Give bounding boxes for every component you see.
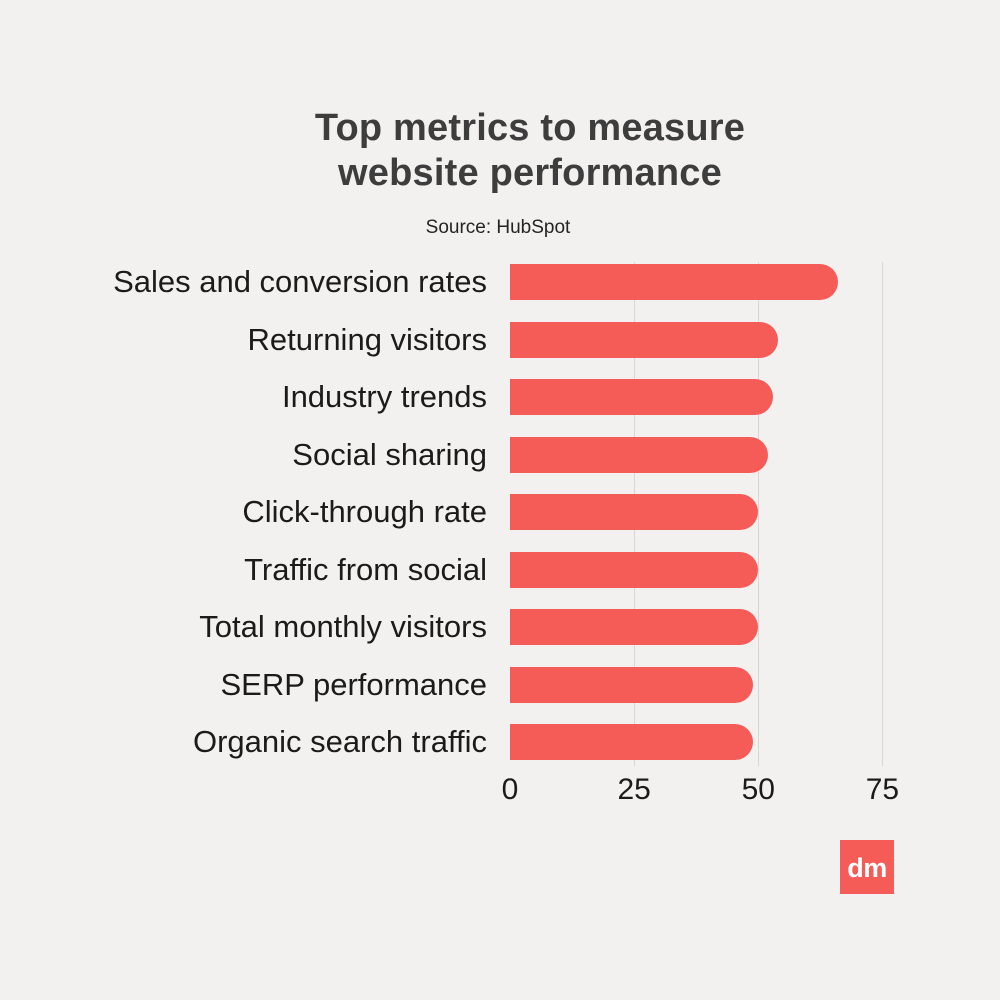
category-label: Industry trends [281, 379, 487, 414]
category-label: Returning visitors [247, 321, 487, 357]
category-label: Click-through rate [242, 494, 487, 529]
bar-row: Total monthly visitors [0, 609, 1000, 645]
dm-logo-text: dm [847, 852, 887, 883]
chart-title-line2: website performance [338, 152, 722, 194]
category-label: SERP performance [220, 666, 488, 702]
bar-row: Returning visitors [0, 321, 1000, 358]
bar [510, 724, 754, 760]
category-label: Organic search traffic [192, 724, 487, 759]
bar [510, 264, 838, 300]
bar [510, 436, 769, 473]
x-tick-label-75: 75 [865, 773, 900, 806]
bar [510, 379, 774, 415]
chart-title: Top metrics to measure website performan… [130, 106, 930, 196]
category-label: Total monthly visitors [199, 609, 487, 644]
x-tick-label-0: 0 [501, 773, 519, 806]
category-label: Traffic from social [244, 551, 487, 587]
x-tick-label-50: 50 [741, 773, 775, 806]
bar-row: Sales and conversion rates [0, 264, 1000, 300]
bar [510, 666, 754, 703]
bar-row: Organic search traffic [0, 724, 1000, 760]
gridline-50 [757, 262, 759, 766]
bar [510, 609, 759, 645]
dm-logo: dm [840, 840, 894, 894]
bar-row: Industry trends [0, 379, 1000, 415]
gridline-75 [881, 262, 883, 766]
bar [510, 494, 759, 530]
bar [510, 551, 759, 588]
bar-row: Traffic from social [0, 551, 1000, 588]
bar-row: Social sharing [0, 436, 1000, 473]
bar-row: Click-through rate [0, 494, 1000, 530]
x-tick-label-25: 25 [617, 773, 651, 806]
bar [510, 321, 779, 358]
bar-row: SERP performance [0, 666, 1000, 703]
chart-source: Source: HubSpot [425, 217, 571, 238]
category-label: Sales and conversion rates [113, 264, 487, 299]
chart-title-line1: Top metrics to measure [314, 107, 746, 149]
category-label: Social sharing [292, 436, 487, 472]
